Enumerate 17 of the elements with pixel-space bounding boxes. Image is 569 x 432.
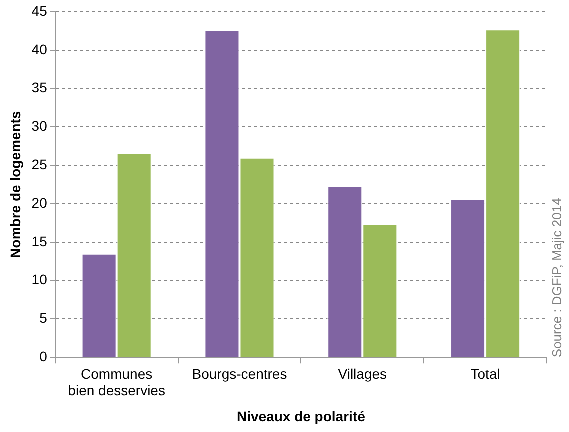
y-tick-label: 45: [32, 2, 48, 19]
x-axis-title: Niveaux de polarité: [236, 408, 366, 424]
y-tick-label: 5: [40, 310, 48, 326]
y-tick-label: 35: [32, 80, 48, 96]
y-axis-title: Nombre de logements: [7, 111, 24, 258]
y-tick-label: 20: [32, 194, 48, 211]
y-tick-label: 0: [40, 348, 48, 364]
x-tick-label: Total: [470, 366, 500, 382]
y-tick-label: 15: [32, 233, 48, 250]
y-tick-label: 40: [32, 41, 48, 58]
source-note: Source : DGFiP, Majic 2014: [550, 198, 565, 358]
x-tick-label: Bourgs-centres: [192, 366, 288, 382]
x-tick-label: Communes bien desservies: [68, 366, 166, 399]
y-tick-label: 25: [32, 156, 48, 172]
x-tick-label: Villages: [338, 366, 388, 382]
y-tick-label: 30: [32, 118, 48, 134]
y-tick-label: 10: [32, 272, 48, 288]
